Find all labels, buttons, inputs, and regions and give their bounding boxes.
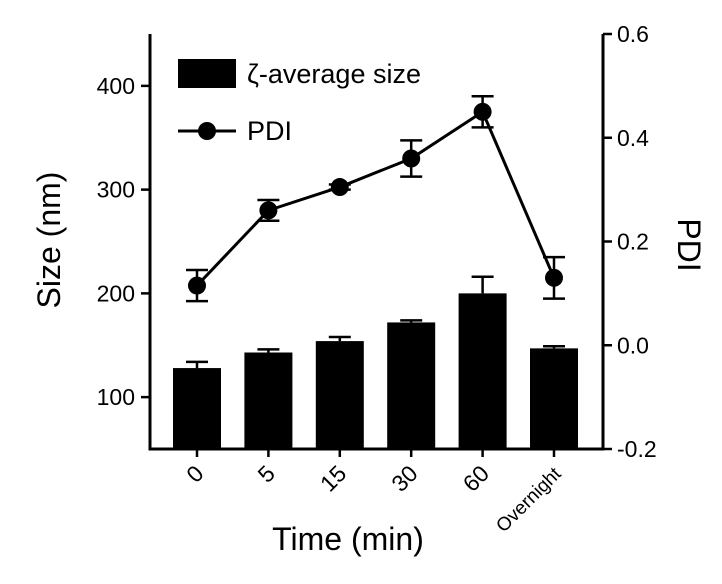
right-y-ticks: -0.2 0.0 0.2 0.4 0.6: [603, 21, 657, 462]
legend-bar-swatch: [178, 59, 236, 88]
bars-layer: [173, 275, 578, 449]
bar: [173, 368, 221, 449]
x-axis-title: Time (min): [272, 521, 424, 557]
x-tick-label: 15: [315, 460, 351, 496]
pdi-line-layer: [186, 95, 565, 303]
left-tick-label: 400: [97, 73, 135, 99]
pdi-point: [259, 201, 278, 220]
right-tick-label: 0.6: [617, 21, 649, 47]
legend-marker: [198, 122, 216, 140]
pdi-point: [545, 268, 563, 287]
legend-label-pdi: PDI: [247, 116, 292, 146]
pdi-point: [402, 149, 421, 168]
pdi-line: [195, 109, 556, 287]
left-tick-label: 200: [97, 280, 135, 306]
x-tick-label: Overnight: [492, 463, 566, 537]
x-tick-label: 0: [181, 460, 208, 487]
pdi-point: [473, 102, 492, 121]
pdi-point: [330, 178, 349, 197]
bar: [315, 341, 364, 449]
bar: [387, 322, 436, 449]
right-tick-label: -0.2: [617, 436, 657, 462]
y2-axis-title: PDI: [671, 218, 707, 271]
x-tick-label: 60: [458, 460, 494, 496]
left-y-ticks: 100 200 300 400: [97, 73, 150, 410]
left-tick-label: 300: [97, 177, 135, 203]
legend: ζ-average size PDI: [178, 59, 421, 146]
right-tick-label: 0.4: [617, 125, 649, 151]
bar: [530, 348, 578, 449]
y-axis-title: Size (nm): [31, 172, 67, 309]
legend-label-size: ζ-average size: [247, 59, 421, 89]
x-tick-label: 5: [253, 460, 280, 487]
bar: [458, 293, 507, 449]
right-tick-label: 0.2: [617, 229, 649, 255]
bar: [244, 352, 293, 449]
x-tick-label: 30: [386, 460, 422, 496]
left-tick-label: 100: [97, 384, 135, 410]
right-tick-label: 0.0: [617, 332, 649, 358]
pdi-point: [188, 276, 206, 295]
